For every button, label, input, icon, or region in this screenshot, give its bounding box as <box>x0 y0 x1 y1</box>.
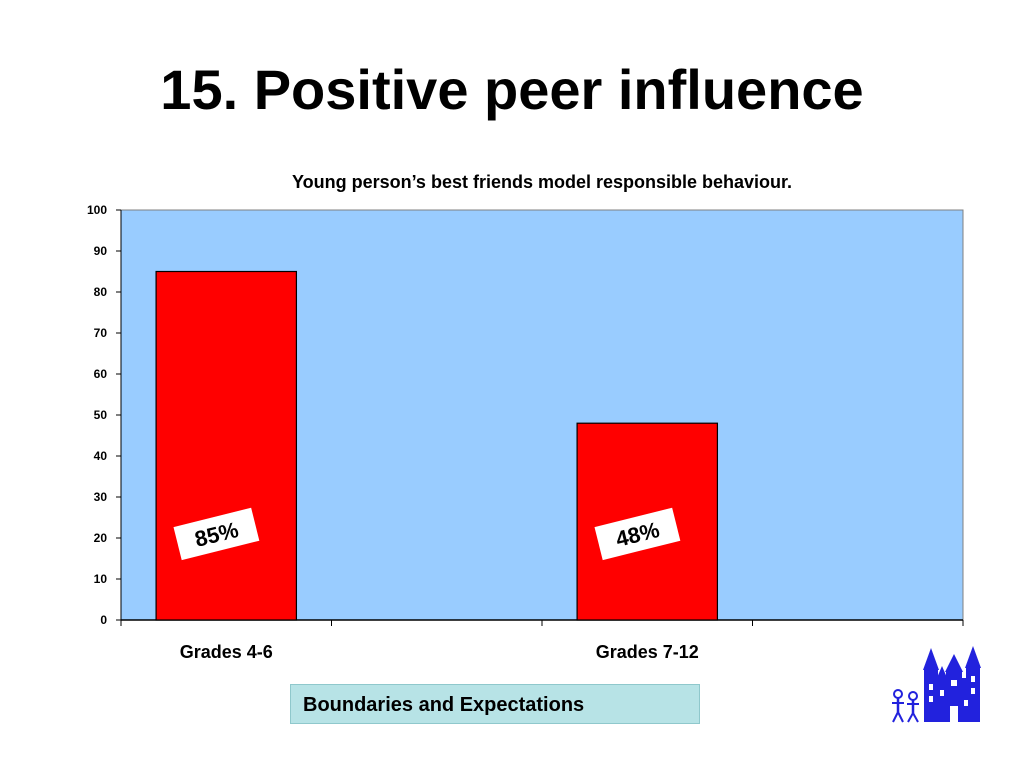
category-labels: Grades 4-6 Grades 7-12 <box>180 642 699 662</box>
category-label: Grades 4-6 <box>180 642 273 662</box>
y-tick-label: 100 <box>87 203 107 217</box>
y-tick-label: 0 <box>100 613 107 627</box>
y-tick-label: 90 <box>94 244 108 258</box>
data-label-box <box>594 507 681 561</box>
y-tick-label: 30 <box>94 490 108 504</box>
data-labels: 85% 48% <box>173 507 681 561</box>
y-tick-label: 10 <box>94 572 108 586</box>
data-label-group: 85% <box>173 507 260 561</box>
castle-with-people-icon <box>886 640 986 730</box>
bar <box>155 270 298 621</box>
footer-banner: Boundaries and Expectations <box>290 684 700 724</box>
y-tick-label: 80 <box>94 285 108 299</box>
data-label-box <box>173 507 260 561</box>
y-tick-label: 20 <box>94 531 108 545</box>
bars <box>155 270 719 621</box>
data-label-group: 48% <box>594 507 681 561</box>
y-tick-label: 40 <box>94 449 108 463</box>
y-tick-label: 70 <box>94 326 108 340</box>
y-tick-label: 50 <box>94 408 108 422</box>
y-axis: 0 10 20 30 40 50 60 70 80 90 100 <box>87 203 122 627</box>
x-axis <box>120 619 964 626</box>
y-tick-label: 60 <box>94 367 108 381</box>
chart-title: Young person’s best friends model respon… <box>291 172 793 192</box>
footer-text: Boundaries and Expectations <box>303 694 585 716</box>
category-label: Grades 7-12 <box>596 642 699 662</box>
slide-title: 15. Positive peer influence <box>160 58 864 121</box>
